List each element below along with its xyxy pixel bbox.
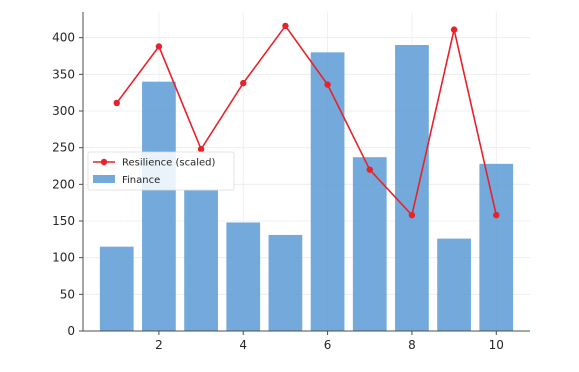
x-tick-label: 2 xyxy=(155,338,163,352)
legend-swatch-marker xyxy=(100,158,108,166)
y-tick-label: 400 xyxy=(52,31,75,45)
x-tick-label: 10 xyxy=(489,338,504,352)
line-point xyxy=(408,211,416,219)
y-tick-label: 200 xyxy=(52,177,75,191)
y-tick-label: 250 xyxy=(52,141,75,155)
y-tick-label: 300 xyxy=(52,104,75,118)
y-tick-label: 0 xyxy=(67,324,75,338)
legend[interactable]: Resilience (scaled) Finance xyxy=(87,151,235,191)
y-tick-label: 100 xyxy=(52,251,75,265)
bar xyxy=(142,81,176,332)
line-point xyxy=(282,22,289,30)
bar xyxy=(268,234,303,331)
series-line xyxy=(116,25,498,216)
legend-box xyxy=(87,151,235,191)
line-point xyxy=(197,145,205,153)
bar xyxy=(184,190,218,331)
legend-swatch-bar xyxy=(93,175,115,183)
line-point xyxy=(113,99,120,107)
bar xyxy=(437,238,471,331)
line-point xyxy=(240,79,247,87)
bar xyxy=(479,163,514,331)
bar xyxy=(99,246,134,331)
x-tick-label: 8 xyxy=(408,338,416,352)
bar xyxy=(310,52,345,331)
line-point xyxy=(155,43,163,50)
y-tick-label: 150 xyxy=(52,214,75,228)
bar-series xyxy=(99,45,514,332)
bar xyxy=(226,222,261,331)
x-tick-label: 6 xyxy=(324,338,332,352)
line-point xyxy=(493,211,500,219)
y-tick-label: 350 xyxy=(52,67,75,81)
x-tick-label: 4 xyxy=(239,338,247,352)
line-point xyxy=(324,81,331,88)
line-series xyxy=(113,22,500,219)
line-point xyxy=(450,26,458,33)
bar xyxy=(352,157,387,331)
axes: 0 50 100 150 200 250 300 350 400 2 4 6 8 10 xyxy=(52,12,530,352)
line-point xyxy=(366,166,373,173)
bar xyxy=(395,45,429,331)
legend-label-finance: Finance xyxy=(122,175,160,186)
y-tick-label: 50 xyxy=(60,287,75,301)
legend-label-resilience: Resilience (scaled) xyxy=(122,158,216,169)
